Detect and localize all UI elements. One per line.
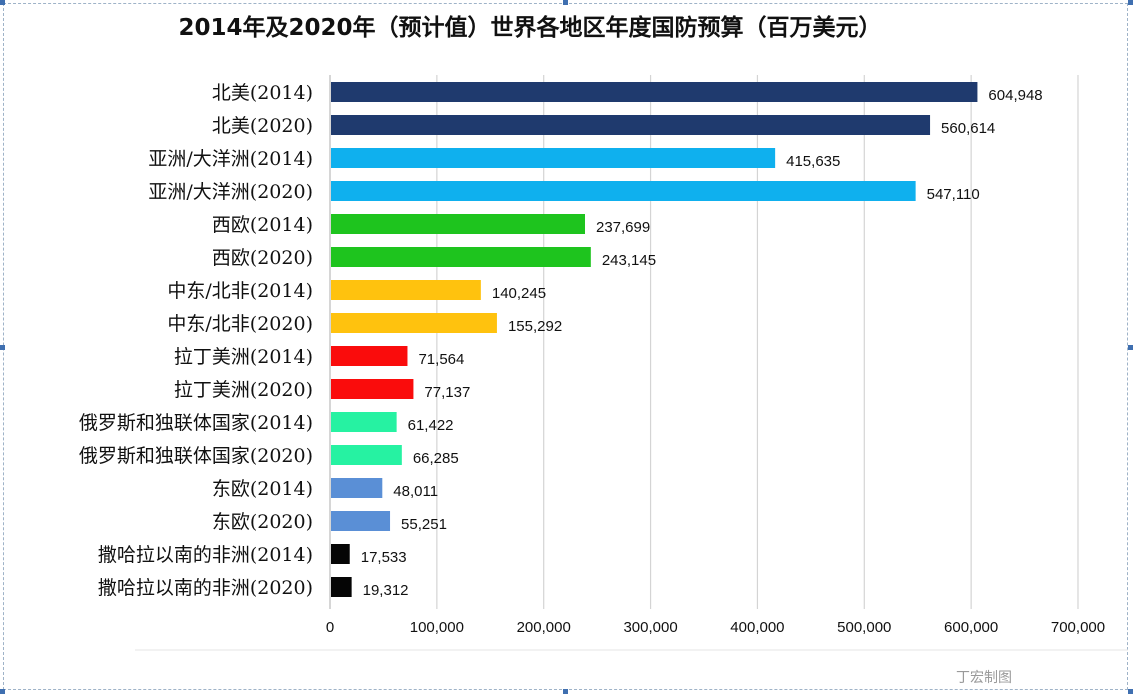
bar [331, 379, 414, 399]
category-label: 拉丁美洲(2020) [174, 379, 313, 401]
bar [331, 445, 402, 465]
value-label: 415,635 [786, 153, 840, 170]
chart-title: 2014年及2020年（预计值）世界各地区年度国防预算（百万美元） [178, 15, 882, 41]
category-label: 中东/北非(2020) [167, 313, 313, 335]
category-label: 撒哈拉以南的非洲(2014) [98, 544, 313, 566]
category-label: 北美(2020) [212, 115, 313, 137]
value-label: 77,137 [424, 384, 470, 401]
value-label: 155,292 [508, 318, 562, 335]
resize-handle-top-right[interactable] [1128, 0, 1133, 5]
resize-handle-bottom-right[interactable] [1128, 689, 1133, 694]
category-label: 西欧(2020) [212, 247, 313, 269]
value-label: 71,564 [418, 351, 464, 368]
resize-handle-bottom-center[interactable] [563, 689, 568, 694]
bar [331, 544, 350, 564]
watermark-text: 丁宏制图 [956, 670, 1012, 686]
bar [331, 247, 591, 267]
category-label: 西欧(2014) [212, 214, 313, 236]
x-tick-label: 100,000 [410, 619, 464, 636]
value-label: 61,422 [408, 417, 454, 434]
bar [331, 478, 383, 498]
resize-handle-top-left[interactable] [0, 0, 5, 5]
resize-handle-bottom-left[interactable] [0, 689, 5, 694]
bar [331, 346, 408, 366]
bar [331, 181, 916, 201]
x-tick-label: 300,000 [623, 619, 677, 636]
category-label: 东欧(2014) [212, 478, 313, 500]
category-label: 东欧(2020) [212, 511, 313, 533]
x-tick-label: 600,000 [944, 619, 998, 636]
bar [331, 313, 497, 333]
value-label: 55,251 [401, 516, 447, 533]
category-label: 俄罗斯和独联体国家(2014) [79, 412, 313, 434]
value-label: 604,948 [988, 87, 1042, 104]
bar [331, 280, 481, 300]
bar [331, 148, 776, 168]
bar [331, 412, 397, 432]
resize-handle-middle-right[interactable] [1128, 345, 1133, 350]
category-label: 俄罗斯和独联体国家(2020) [79, 445, 313, 467]
value-label: 237,699 [596, 219, 650, 236]
value-label: 48,011 [393, 483, 438, 500]
category-label: 北美(2014) [212, 82, 313, 104]
value-label: 243,145 [602, 252, 656, 269]
value-label: 19,312 [363, 582, 409, 599]
value-label: 66,285 [413, 450, 459, 467]
value-label: 17,533 [361, 549, 407, 566]
bar [331, 577, 352, 597]
bar [331, 214, 585, 234]
category-label: 亚洲/大洋洲(2020) [148, 181, 313, 203]
bar [331, 511, 391, 531]
value-label: 560,614 [941, 120, 995, 137]
x-tick-label: 700,000 [1051, 619, 1105, 636]
x-tick-label: 0 [326, 619, 334, 636]
resize-handle-middle-left[interactable] [0, 345, 5, 350]
bar [331, 115, 931, 135]
category-label: 中东/北非(2014) [167, 280, 313, 302]
value-label: 547,110 [927, 186, 980, 203]
x-tick-label: 500,000 [837, 619, 891, 636]
value-label: 140,245 [492, 285, 546, 302]
category-label: 亚洲/大洋洲(2014) [148, 148, 313, 170]
bar [331, 82, 978, 102]
resize-handle-top-center[interactable] [563, 0, 568, 5]
category-label: 拉丁美洲(2014) [174, 346, 313, 368]
x-tick-label: 400,000 [730, 619, 784, 636]
x-tick-label: 200,000 [517, 619, 571, 636]
category-label: 撒哈拉以南的非洲(2020) [98, 577, 313, 599]
